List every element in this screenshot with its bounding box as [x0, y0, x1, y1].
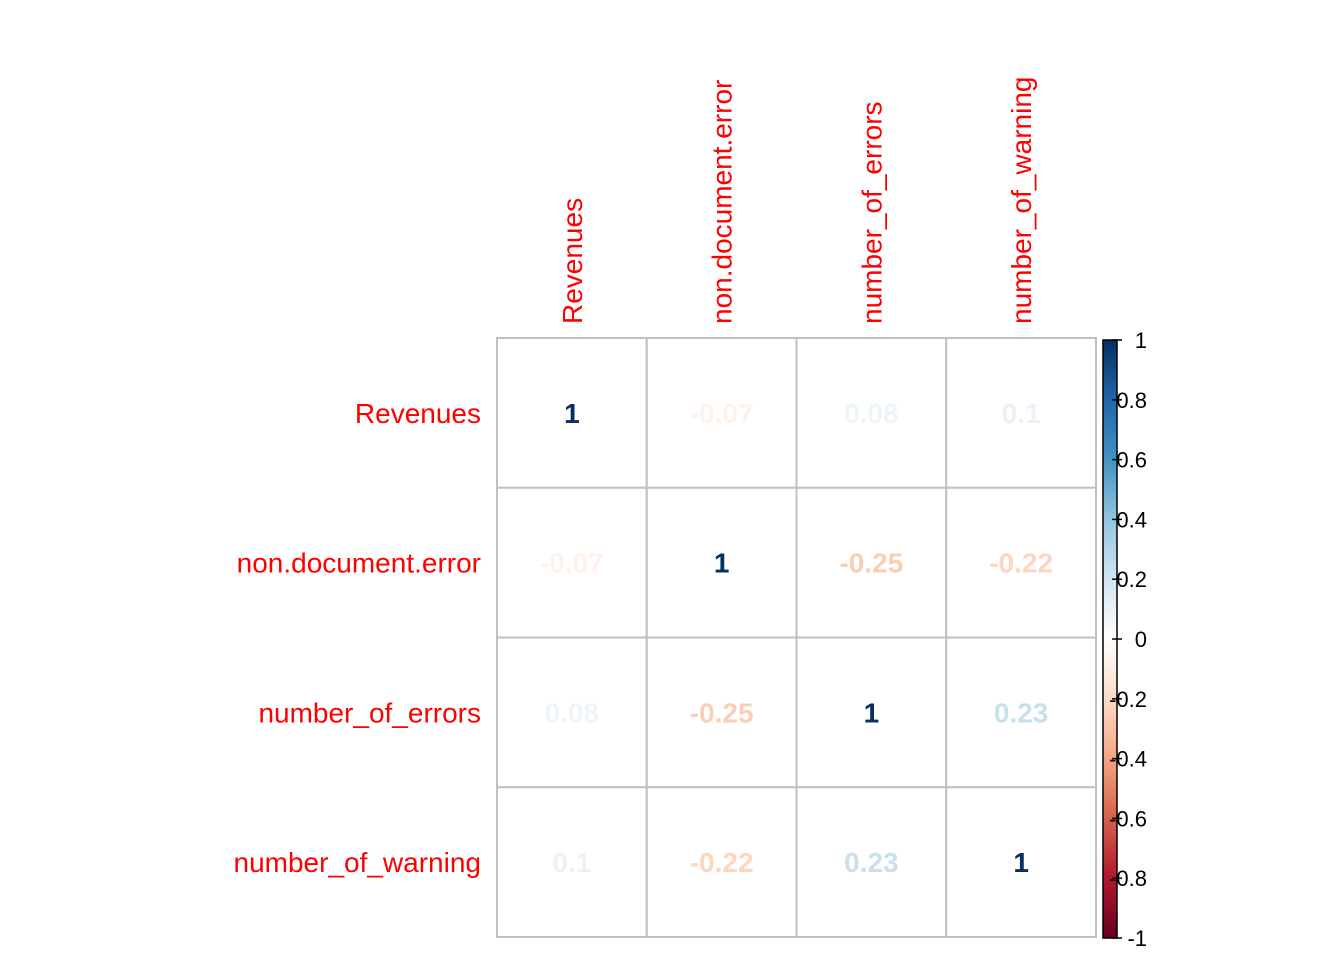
- cell-value-label: -0.25: [839, 548, 903, 579]
- heatmap-cell: [645, 786, 798, 938]
- heatmap-cell: [945, 786, 1097, 938]
- cell-value-label: 1: [864, 697, 880, 728]
- row-label: number_of_warning: [234, 847, 482, 878]
- heatmap-cell: [795, 337, 948, 489]
- cell-value-label: 1: [564, 398, 580, 429]
- colorbar-tick-label: 0.4: [1116, 507, 1147, 532]
- column-label: number_of_errors: [856, 101, 887, 324]
- row-label: non.document.error: [237, 548, 481, 579]
- cell-value-label: 0.1: [1002, 398, 1041, 429]
- cell-value-label: 0.23: [844, 847, 899, 878]
- heatmap-cell: [496, 786, 648, 938]
- cell-value-label: 0.23: [994, 697, 1049, 728]
- heatmap-cell: [945, 636, 1097, 789]
- column-labels: Revenues non.document.error number_of_erro…: [557, 77, 1037, 325]
- column-label: non.document.error: [707, 80, 738, 324]
- cell-value-label: -0.22: [690, 847, 754, 878]
- color-legend: 1 0.8 0.6 0.4 0.2 0 -0.2 -0.4 -0.6 -0.8 -1: [1102, 328, 1147, 951]
- correlation-grid: [496, 337, 1097, 938]
- cell-value-label: 0.08: [545, 697, 600, 728]
- heatmap-cell: [945, 486, 1097, 639]
- heatmap-cell: [645, 636, 798, 789]
- colorbar-tick-label: 0: [1135, 627, 1147, 652]
- colorbar-tick-label: 0.8: [1116, 388, 1147, 413]
- cell-value-label: 0.1: [552, 847, 591, 878]
- row-label: number_of_errors: [258, 697, 481, 728]
- row-label: Revenues: [355, 398, 481, 429]
- cell-value-label: -0.25: [690, 697, 754, 728]
- cell-value-label: 1: [714, 548, 730, 579]
- cell-value-label: 1: [1013, 847, 1029, 878]
- colorbar-tick-label: -1: [1127, 926, 1147, 951]
- colorbar-tick-label: 0.6: [1116, 448, 1147, 473]
- colorbar-tick-label: -0.8: [1109, 866, 1147, 891]
- heatmap-cell: [645, 337, 798, 489]
- colorbar-tick-label: 1: [1135, 328, 1147, 353]
- cell-value-label: 0.08: [844, 398, 899, 429]
- cell-value-label: -0.07: [690, 398, 754, 429]
- cell-value-label: -0.22: [989, 548, 1053, 579]
- heatmap-cell: [496, 486, 648, 639]
- colorbar-tick-label: 0.2: [1116, 567, 1147, 592]
- cell-value-label: -0.07: [540, 548, 604, 579]
- heatmap-cell: [945, 337, 1097, 489]
- row-labels: Revenues non.document.error number_of_erro…: [234, 398, 482, 878]
- colorbar-tick-label: -0.2: [1109, 687, 1147, 712]
- colorbar-tick-label: -0.4: [1109, 747, 1147, 772]
- column-label: Revenues: [557, 198, 588, 324]
- heatmap-cell: [645, 486, 798, 639]
- correlation-values: 1 -0.07 0.08 0.1 -0.07 1 -0.25 -0.22 0.08 -0.25 1 0…: [540, 398, 1053, 878]
- heatmap-cell: [496, 337, 648, 489]
- colorbar-tick-label: -0.6: [1109, 806, 1147, 831]
- column-label: number_of_warning: [1006, 77, 1037, 325]
